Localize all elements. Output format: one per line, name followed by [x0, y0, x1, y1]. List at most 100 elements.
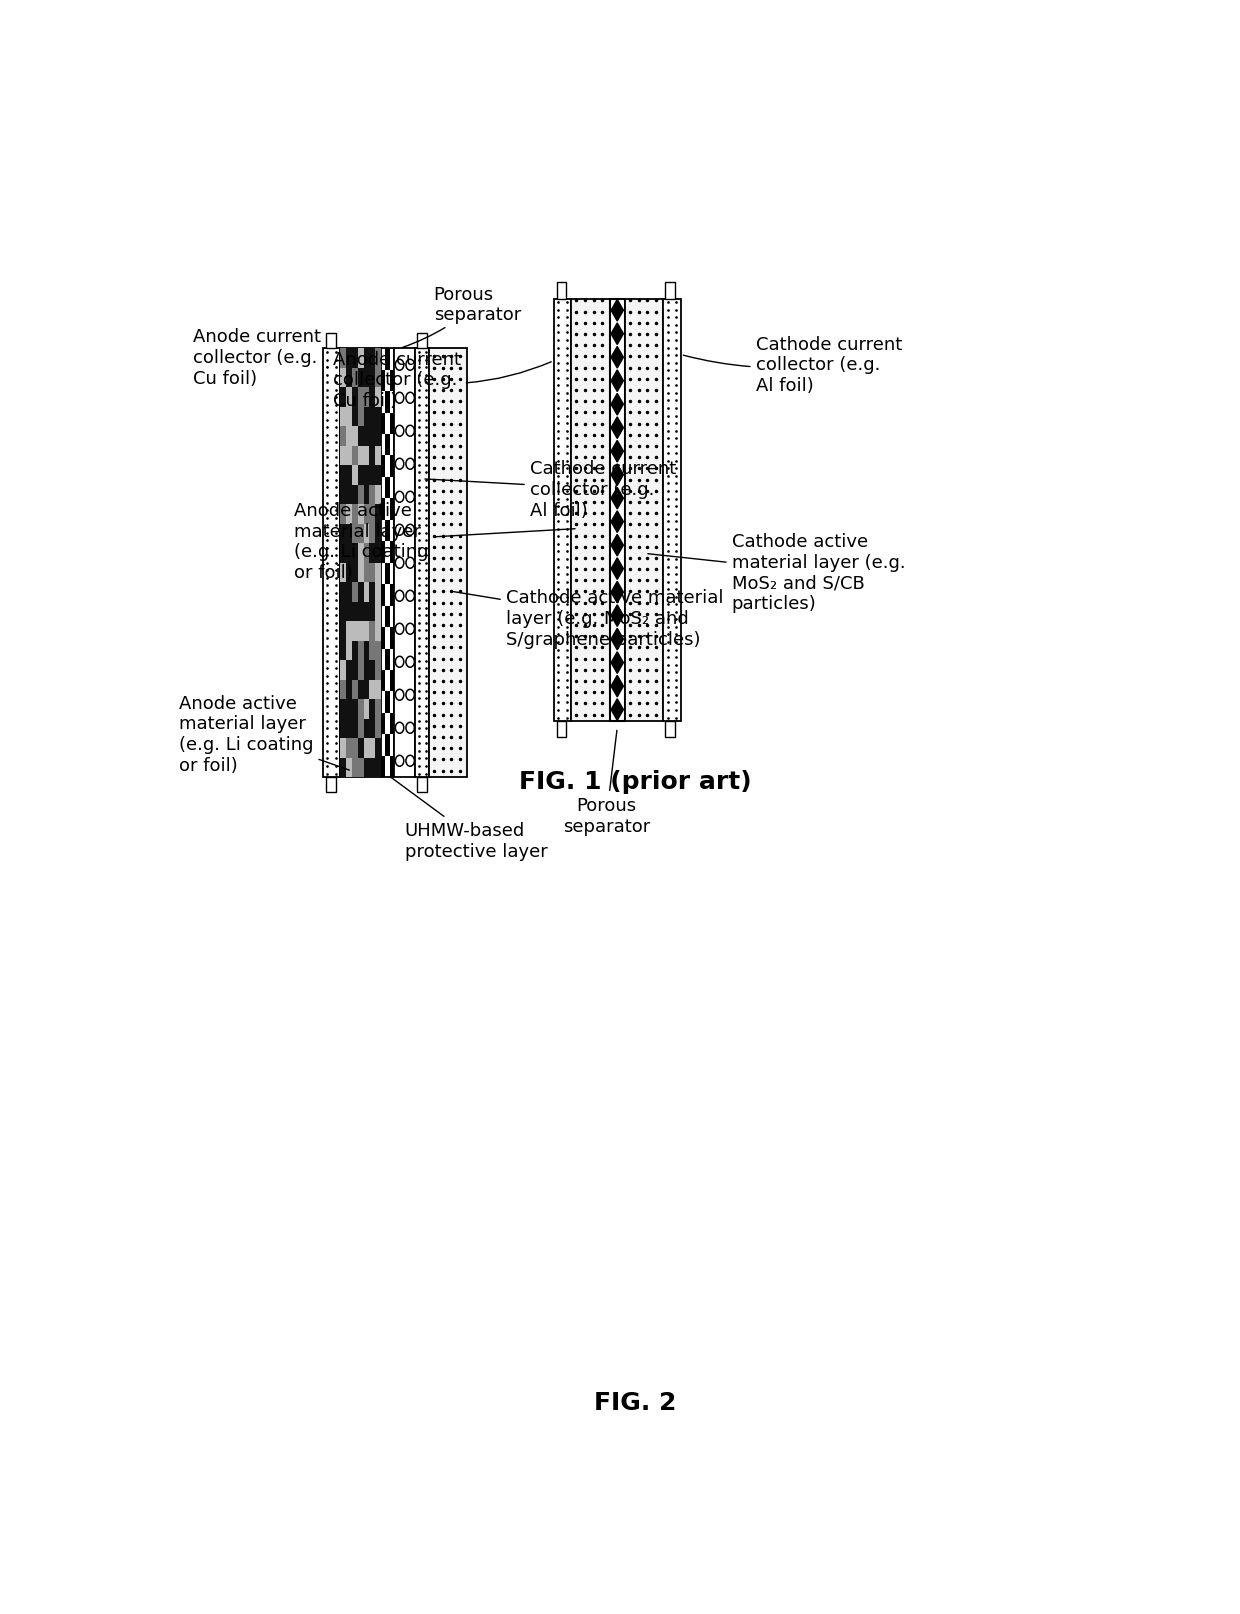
Bar	[389, 628, 394, 649]
Bar	[386, 349, 389, 371]
Polygon shape	[611, 652, 624, 675]
Bar	[363, 387, 370, 407]
Bar	[358, 387, 363, 407]
Bar	[358, 486, 363, 505]
Bar	[346, 602, 352, 621]
Bar	[363, 525, 370, 544]
Bar	[346, 447, 352, 466]
Bar	[381, 371, 386, 392]
Polygon shape	[611, 465, 624, 486]
Bar	[363, 602, 370, 621]
Bar	[352, 563, 358, 583]
Bar	[363, 407, 370, 428]
Bar	[370, 349, 374, 368]
Bar	[358, 368, 363, 387]
Bar	[381, 499, 386, 521]
Bar	[352, 681, 358, 700]
Bar	[418, 778, 427, 792]
Bar	[557, 721, 567, 738]
Bar	[386, 607, 389, 628]
Bar	[341, 466, 346, 486]
Bar	[374, 505, 381, 525]
Bar	[326, 334, 336, 349]
Bar	[363, 720, 370, 739]
Bar	[341, 525, 346, 544]
Bar	[346, 660, 352, 681]
Bar	[381, 757, 386, 778]
Bar	[374, 641, 381, 660]
Bar	[352, 700, 358, 720]
Bar	[363, 681, 370, 700]
Bar	[346, 720, 352, 739]
Bar	[363, 621, 370, 641]
Bar	[346, 583, 352, 602]
Polygon shape	[611, 605, 624, 626]
Text: Cathode active
material layer (e.g.
MoS₂ and S/CB
particles): Cathode active material layer (e.g. MoS₂…	[647, 533, 905, 613]
Bar	[341, 602, 346, 621]
Bar	[352, 739, 358, 759]
Bar	[370, 486, 374, 505]
Bar	[374, 720, 381, 739]
Bar	[386, 521, 389, 542]
Bar	[346, 466, 352, 486]
Bar	[363, 759, 370, 778]
Bar	[346, 759, 352, 778]
Bar	[346, 428, 352, 447]
Bar	[381, 713, 386, 734]
Bar	[374, 447, 381, 466]
Bar	[374, 759, 381, 778]
Bar	[370, 563, 374, 583]
Bar	[363, 505, 370, 525]
Bar	[352, 583, 358, 602]
Bar	[341, 759, 346, 778]
Bar	[341, 544, 346, 563]
Bar	[374, 428, 381, 447]
Bar	[389, 757, 394, 778]
Text: FIG. 2: FIG. 2	[594, 1390, 677, 1414]
Bar	[341, 563, 346, 583]
Bar	[346, 681, 352, 700]
Bar	[370, 602, 374, 621]
Bar	[374, 660, 381, 681]
Bar	[358, 660, 363, 681]
Bar	[346, 621, 352, 641]
Polygon shape	[611, 487, 624, 510]
Bar	[374, 700, 381, 720]
Polygon shape	[611, 394, 624, 416]
Bar	[358, 621, 363, 641]
Bar	[363, 739, 370, 759]
Bar	[352, 505, 358, 525]
Bar	[341, 486, 346, 505]
Bar	[370, 447, 374, 466]
Bar	[358, 681, 363, 700]
Polygon shape	[611, 441, 624, 463]
Bar	[370, 700, 374, 720]
Bar	[374, 407, 381, 428]
Bar	[324, 349, 341, 778]
Bar	[370, 368, 374, 387]
Bar	[341, 407, 346, 428]
Bar	[352, 368, 358, 387]
Bar	[352, 525, 358, 544]
Bar	[386, 692, 389, 713]
Bar	[358, 407, 363, 428]
Bar	[572, 299, 610, 721]
Bar	[370, 641, 374, 660]
Bar	[358, 720, 363, 739]
Bar	[346, 407, 352, 428]
Polygon shape	[611, 583, 624, 604]
Bar	[358, 563, 363, 583]
Bar	[389, 713, 394, 734]
Bar	[358, 583, 363, 602]
Polygon shape	[611, 300, 624, 321]
Polygon shape	[611, 699, 624, 721]
Bar	[389, 584, 394, 607]
Bar	[363, 544, 370, 563]
Bar	[381, 457, 386, 478]
Bar	[346, 525, 352, 544]
Polygon shape	[611, 629, 624, 650]
Bar	[363, 447, 370, 466]
Bar	[341, 387, 346, 407]
Bar	[370, 544, 374, 563]
Bar	[389, 457, 394, 478]
